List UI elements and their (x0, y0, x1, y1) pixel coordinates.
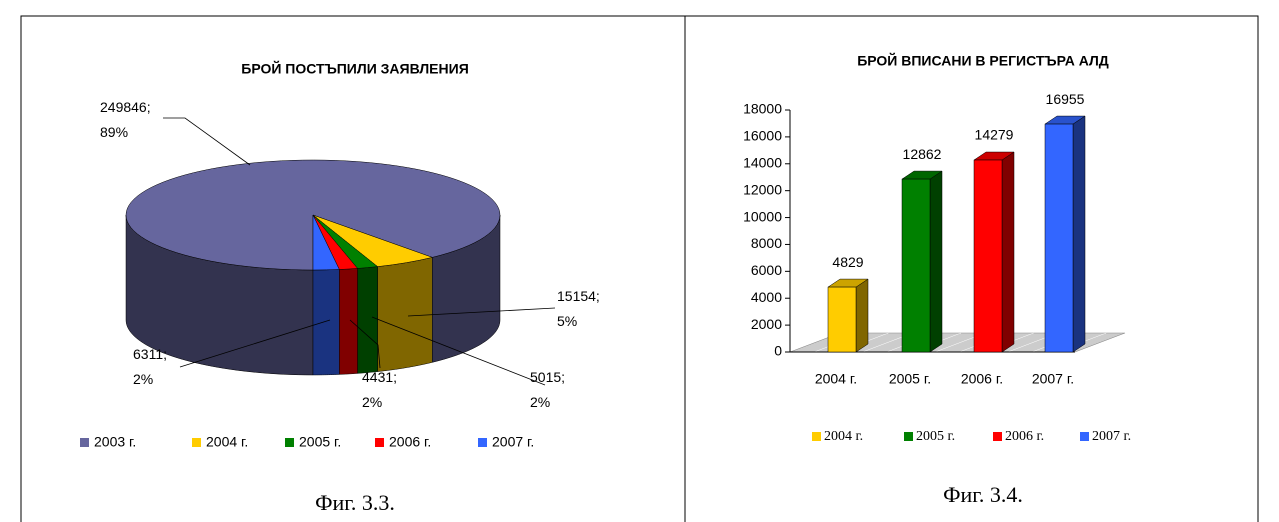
y-tick-label: 8000 (751, 235, 782, 251)
data-label: 14279 (975, 127, 1014, 143)
slice-side (312, 269, 340, 376)
x-tick-label: 2005 г. (889, 371, 931, 387)
x-tick-label: 2007 г. (1032, 371, 1074, 387)
legend-label: 2005 г. (299, 434, 341, 450)
caption: Фиг. 3.3. (315, 490, 395, 515)
x-tick-label: 2006 г. (961, 371, 1003, 387)
legend-swatch (904, 432, 913, 441)
legend-swatch (993, 432, 1002, 441)
legend-swatch (1080, 432, 1089, 441)
y-tick-label: 14000 (743, 154, 782, 170)
y-tick-label: 6000 (751, 262, 782, 278)
y-tick-label: 12000 (743, 181, 782, 197)
data-label: 6311; 2% (133, 346, 167, 387)
legend-swatch (285, 438, 294, 447)
legend-label: 2006 г. (389, 434, 431, 450)
bar (973, 159, 1003, 353)
y-tick-label: 10000 (743, 208, 782, 224)
legend-swatch (192, 438, 201, 447)
bar (827, 286, 857, 353)
x-tick-label: 2004 г. (815, 371, 857, 387)
legend-label: 2004 г. (824, 429, 863, 444)
slice-side (377, 257, 433, 372)
leader-line (349, 319, 381, 369)
data-label: 16955 (1046, 91, 1085, 107)
bar-side (929, 170, 943, 353)
bar (901, 178, 931, 353)
bar (1044, 123, 1074, 353)
legend-swatch (375, 438, 384, 447)
chart-title: БРОЙ ВПИСАНИ В РЕГИСТЪРА АЛД (857, 52, 1109, 69)
legend-swatch (80, 438, 89, 447)
pie-slice (312, 214, 340, 271)
legend-label: 2004 г. (206, 434, 248, 450)
frame-right (684, 15, 1259, 522)
data-label: 12862 (903, 146, 942, 162)
y-tick-label: 18000 (743, 101, 782, 117)
data-label: 4431; 2% (362, 369, 397, 410)
slice-side (339, 268, 358, 375)
data-label: 15154; 5% (557, 288, 600, 329)
slice-side (357, 266, 378, 374)
legend-label: 2007 г. (1092, 429, 1131, 444)
y-tick-label: 16000 (743, 128, 782, 144)
legend-label: 2007 г. (492, 434, 534, 450)
data-label: 249846; 89% (100, 99, 151, 140)
legend-swatch (478, 438, 487, 447)
leader-line (407, 307, 556, 317)
leader-line (163, 117, 251, 166)
y-tick-label: 4000 (751, 289, 782, 305)
chart-title: БРОЙ ПОСТЪПИЛИ ЗАЯВЛЕНИЯ (241, 60, 469, 77)
caption: Фиг. 3.4. (943, 482, 1023, 507)
legend-label: 2006 г. (1005, 429, 1044, 444)
legend-label: 2005 г. (916, 429, 955, 444)
y-tick-label: 2000 (751, 316, 782, 332)
leader-line (179, 319, 331, 368)
data-label: 5015; 2% (530, 369, 565, 410)
bar-side (1072, 115, 1086, 353)
bar-side (855, 278, 869, 353)
legend-swatch (812, 432, 821, 441)
bar-side (1001, 151, 1015, 353)
data-label: 4829 (832, 254, 863, 270)
leader-line (371, 316, 546, 386)
legend-label: 2003 г. (94, 434, 136, 450)
y-tick-label: 0 (774, 343, 782, 359)
